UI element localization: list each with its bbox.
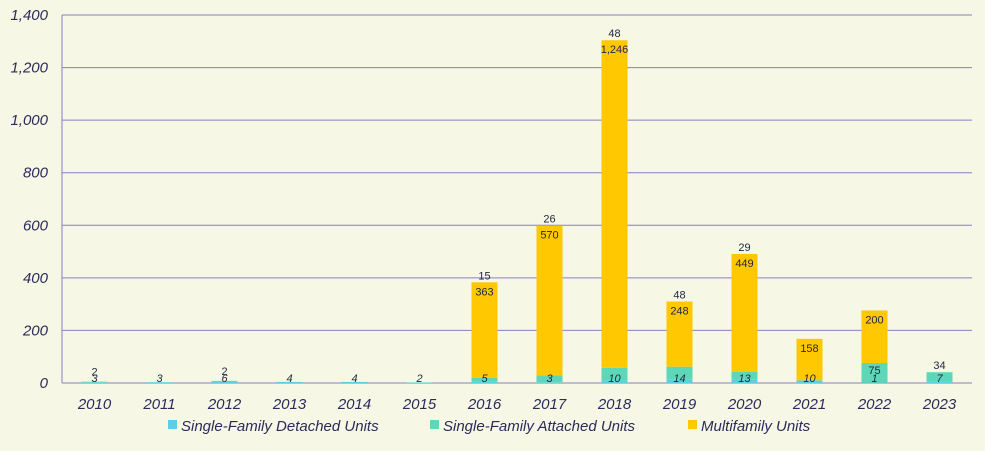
data-label: 10: [803, 373, 816, 385]
data-label: 34: [933, 360, 945, 372]
data-label: 4: [286, 373, 292, 385]
bar-2022-series-2: [861, 310, 888, 364]
data-label: 4: [351, 373, 357, 385]
data-label: 48: [673, 290, 685, 302]
data-label: 1,246: [601, 44, 629, 56]
bar-2021-series-0: [796, 380, 823, 383]
y-tick-label: 0: [40, 375, 49, 392]
x-tick-label: 2019: [662, 396, 697, 413]
data-label: 5: [481, 373, 488, 385]
data-label: 26: [543, 214, 555, 226]
bar-2010-series-0: [81, 382, 108, 383]
bar-2020-series-1: [731, 371, 758, 380]
legend: Single-Family Detached Units Single-Famil…: [168, 418, 811, 435]
data-label: 2: [91, 367, 97, 379]
x-tick-label: 2016: [467, 396, 502, 413]
bar-2019-series-2: [666, 301, 693, 367]
x-tick-label: 2014: [337, 396, 371, 413]
legend-label: Single-Family Attached Units: [443, 418, 636, 435]
bar-2019-series-1: [666, 366, 693, 380]
x-tick-label: 2011: [142, 396, 175, 413]
data-label: 3: [156, 373, 163, 385]
bar-2021-series-2: [796, 338, 823, 381]
y-tick-label: 1,200: [10, 60, 48, 77]
data-label: 29: [738, 242, 750, 254]
bar-2012-series-0: [211, 381, 238, 383]
bar-2012-series-1: [211, 380, 238, 382]
data-label: 1: [871, 373, 877, 385]
y-axis: 0 200 400 600 800 1,000 1,200 1,400: [10, 7, 48, 392]
bar-2020-series-0: [731, 379, 758, 383]
bar-2019-series-0: [666, 379, 693, 383]
x-tick-label: 2022: [857, 396, 892, 413]
x-tick-label: 2018: [597, 396, 632, 413]
bar-2011-series-0: [146, 382, 173, 383]
bar-2016-series-1: [471, 377, 498, 382]
data-label: 14: [673, 373, 685, 385]
bar-2023-series-1: [926, 372, 953, 382]
data-label: 158: [800, 343, 818, 355]
x-tick-label: 2017: [532, 396, 567, 413]
data-label: 449: [735, 258, 753, 270]
x-axis: 2010 2011 2012 2013 2014 2015 2016 2017 2018 2019…: [77, 396, 957, 413]
data-label: 48: [608, 28, 620, 40]
bar-2010-series-1: [81, 381, 108, 383]
bar-2016-series-0: [471, 381, 498, 383]
legend-swatch: [168, 420, 177, 429]
bar-2015-series-0: [406, 382, 433, 383]
legend-swatch: [430, 420, 439, 429]
bar-2017-series-1: [536, 375, 563, 383]
data-label: 10: [608, 373, 621, 385]
x-tick-label: 2015: [402, 396, 437, 413]
bar-2020-series-2: [731, 253, 758, 372]
y-tick-label: 600: [23, 217, 49, 234]
data-label: 6: [221, 373, 228, 385]
legend-swatch: [688, 420, 697, 429]
data-label: 75: [868, 365, 880, 377]
bar-2018-series-1: [601, 367, 628, 381]
data-label: 3: [91, 373, 98, 385]
data-label: 248: [670, 306, 688, 318]
data-label: 3: [546, 373, 553, 385]
x-tick-label: 2013: [272, 396, 307, 413]
data-label: 2: [221, 366, 227, 378]
x-tick-label: 2020: [727, 396, 762, 413]
bar-2018-series-0: [601, 380, 628, 383]
bar-2023-series-0: [926, 381, 953, 383]
y-tick-label: 400: [23, 270, 49, 287]
data-label: 15: [478, 270, 490, 282]
bar-2017-series-0: [536, 382, 563, 383]
legend-label: Multifamily Units: [701, 418, 811, 435]
legend-label: Single-Family Detached Units: [181, 418, 379, 435]
bar-2013-series-0: [276, 381, 303, 383]
x-tick-label: 2023: [922, 396, 957, 413]
y-tick-label: 1,400: [10, 7, 48, 24]
bar-2017-series-2: [536, 225, 563, 376]
data-label: 7: [936, 373, 943, 385]
bars: 323 624 4 2 51536332657010481,24614482481329…: [81, 28, 953, 385]
data-label: 13: [738, 373, 751, 385]
data-label: 200: [865, 314, 883, 326]
bar-2016-series-2: [471, 282, 498, 378]
x-tick-label: 2010: [77, 396, 112, 413]
bar-2018-series-2: [601, 40, 628, 368]
x-tick-label: 2012: [207, 396, 242, 413]
data-label: 363: [475, 286, 493, 298]
y-tick-label: 1,000: [10, 112, 48, 129]
bar-2022-series-1: [861, 363, 888, 383]
y-tick-label: 200: [22, 322, 49, 339]
data-label: 570: [540, 230, 558, 242]
data-label: 2: [415, 373, 422, 385]
x-tick-label: 2021: [792, 396, 826, 413]
y-tick-label: 800: [23, 165, 49, 182]
bar-2014-series-0: [341, 381, 368, 383]
